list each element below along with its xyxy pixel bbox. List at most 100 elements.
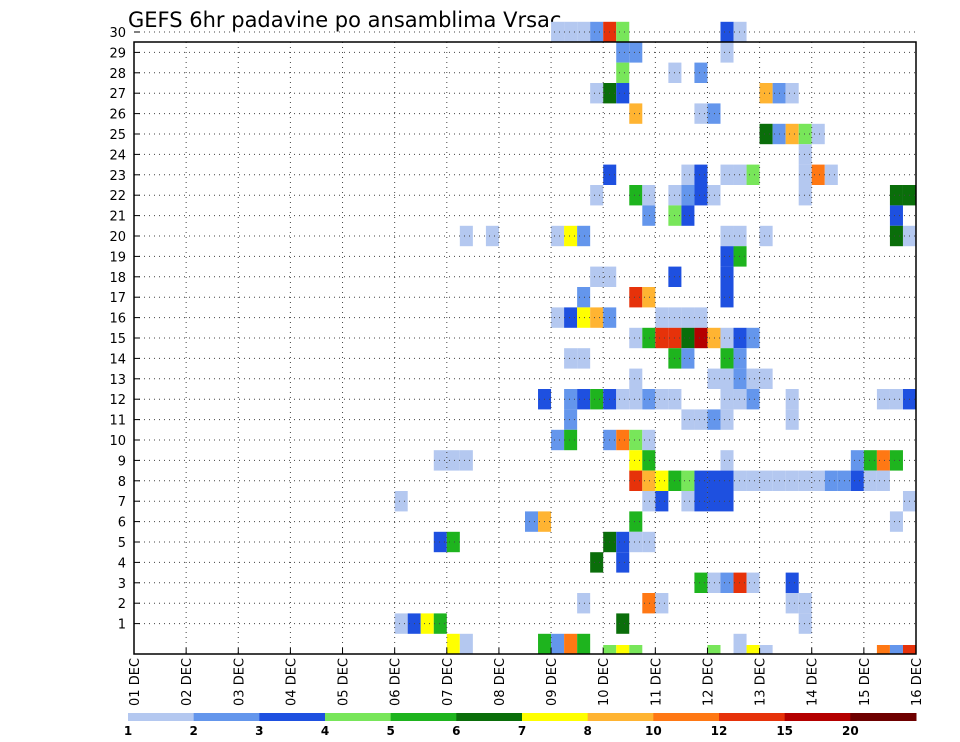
heatmap-cell <box>551 633 565 655</box>
heatmap-cell <box>446 633 460 655</box>
heatmap-cell <box>577 225 591 247</box>
heatmap-cell <box>590 83 604 104</box>
heatmap-cell <box>889 389 903 410</box>
colorbar-swatch <box>522 713 589 721</box>
colorbar-swatch <box>653 713 720 721</box>
heatmap-cell <box>394 491 408 512</box>
y-tick-label: 4 <box>118 556 126 571</box>
heatmap-cell <box>629 368 643 389</box>
colorbar-swatch <box>128 713 195 721</box>
y-tick-label: 18 <box>109 271 126 286</box>
heatmap-cell <box>590 266 604 287</box>
heatmap-cell <box>733 572 747 593</box>
heatmap-cell <box>616 62 630 83</box>
y-tick-label: 5 <box>118 536 126 551</box>
heatmap-cell <box>707 491 721 512</box>
heatmap-cell <box>798 470 812 491</box>
heatmap-cell <box>420 613 434 634</box>
heatmap-cell <box>720 266 734 287</box>
heatmap-cell <box>720 450 734 471</box>
heatmap-cell <box>564 225 578 247</box>
heatmap-cell <box>616 552 630 573</box>
y-tick-label: 21 <box>109 210 126 225</box>
y-tick-label: 2 <box>118 597 126 612</box>
y-tick-label: 22 <box>109 189 126 204</box>
x-tick-label: 12 DEC <box>701 658 716 706</box>
heatmap-cell <box>394 613 408 634</box>
y-tick-label: 10 <box>109 434 126 449</box>
heatmap-cell <box>876 389 890 410</box>
heatmap-cell <box>720 368 734 389</box>
colorbar-label: 20 <box>842 724 859 738</box>
x-tick-label: 02 DEC <box>180 658 195 706</box>
bottom-strip <box>603 645 916 654</box>
heatmap-cell <box>525 511 539 532</box>
heatmap-cell <box>433 613 447 634</box>
colorbar-swatch <box>719 713 786 721</box>
x-tick-label: 11 DEC <box>649 658 664 706</box>
heatmap-cell <box>694 103 708 124</box>
heatmap-cell <box>629 511 643 532</box>
heatmap-cell <box>733 470 747 491</box>
heatmap-cell <box>577 287 591 308</box>
y-tick-label: 26 <box>109 108 126 123</box>
heatmap-cell <box>694 62 708 83</box>
heatmap-cell <box>694 491 708 512</box>
heatmap-cell <box>746 327 760 349</box>
colorbar-label: 3 <box>255 724 263 738</box>
heatmap-cell <box>707 470 721 491</box>
heatmap-cell <box>694 470 708 491</box>
heatmap-cell <box>746 389 760 410</box>
heatmap-cell <box>733 389 747 410</box>
heatmap-cell <box>798 185 812 206</box>
heatmap-cell <box>564 389 578 410</box>
heatmap-cell <box>564 21 578 43</box>
heatmap-cell <box>564 409 578 430</box>
heatmap-cell <box>759 123 773 145</box>
heatmap-cell <box>733 368 747 389</box>
heatmap-cell <box>590 185 604 206</box>
heatmap-cell <box>681 409 695 430</box>
heatmap-cell <box>707 572 721 593</box>
y-tick-label: 25 <box>109 128 126 143</box>
heatmap-cell <box>616 429 630 451</box>
heatmap-cell <box>629 287 643 308</box>
y-tick-label: 30 <box>109 26 126 41</box>
colorbar: 1 2 3 4 5 6 7 8 10 12 15 20 <box>124 713 917 738</box>
colorbar-swatch <box>259 713 326 721</box>
heatmap-cell <box>720 389 734 410</box>
y-tick-label: 9 <box>118 454 126 469</box>
heatmap-cell <box>759 470 773 491</box>
heatmap-cell <box>681 470 695 491</box>
x-tick-label: 06 DEC <box>389 658 404 706</box>
heatmap-cell <box>720 470 734 491</box>
strip-cell <box>889 645 903 654</box>
colorbar-label: 2 <box>189 724 197 738</box>
heatmap-cell <box>629 429 643 451</box>
heatmap-cell <box>616 389 630 410</box>
y-tick-label: 14 <box>109 352 126 367</box>
y-tick-label: 7 <box>118 495 126 510</box>
heatmap-cell <box>655 307 669 328</box>
heatmap-cell <box>459 225 473 247</box>
colorbar-label: 15 <box>776 724 793 738</box>
heatmap-cell <box>798 164 812 185</box>
heatmap-cell <box>629 185 643 206</box>
y-tick-label: 24 <box>109 148 126 163</box>
strip-cell <box>629 645 643 654</box>
heatmap-cell <box>876 450 890 471</box>
heatmap-cell <box>629 103 643 124</box>
heatmap-cell <box>889 185 903 206</box>
heatmap-cell <box>811 164 825 185</box>
heatmap-cell <box>811 123 825 145</box>
heatmap-cells <box>394 21 916 655</box>
x-tick-label: 03 DEC <box>232 658 247 706</box>
chart-title: GEFS 6hr padavine po ansamblima Vrsac <box>128 8 561 32</box>
heatmap-cell <box>538 633 552 655</box>
y-tick-label: 23 <box>109 169 126 184</box>
heatmap-cell <box>642 205 656 226</box>
heatmap-cell <box>577 633 591 655</box>
heatmap-cell <box>863 470 877 491</box>
heatmap-cell <box>681 205 695 226</box>
